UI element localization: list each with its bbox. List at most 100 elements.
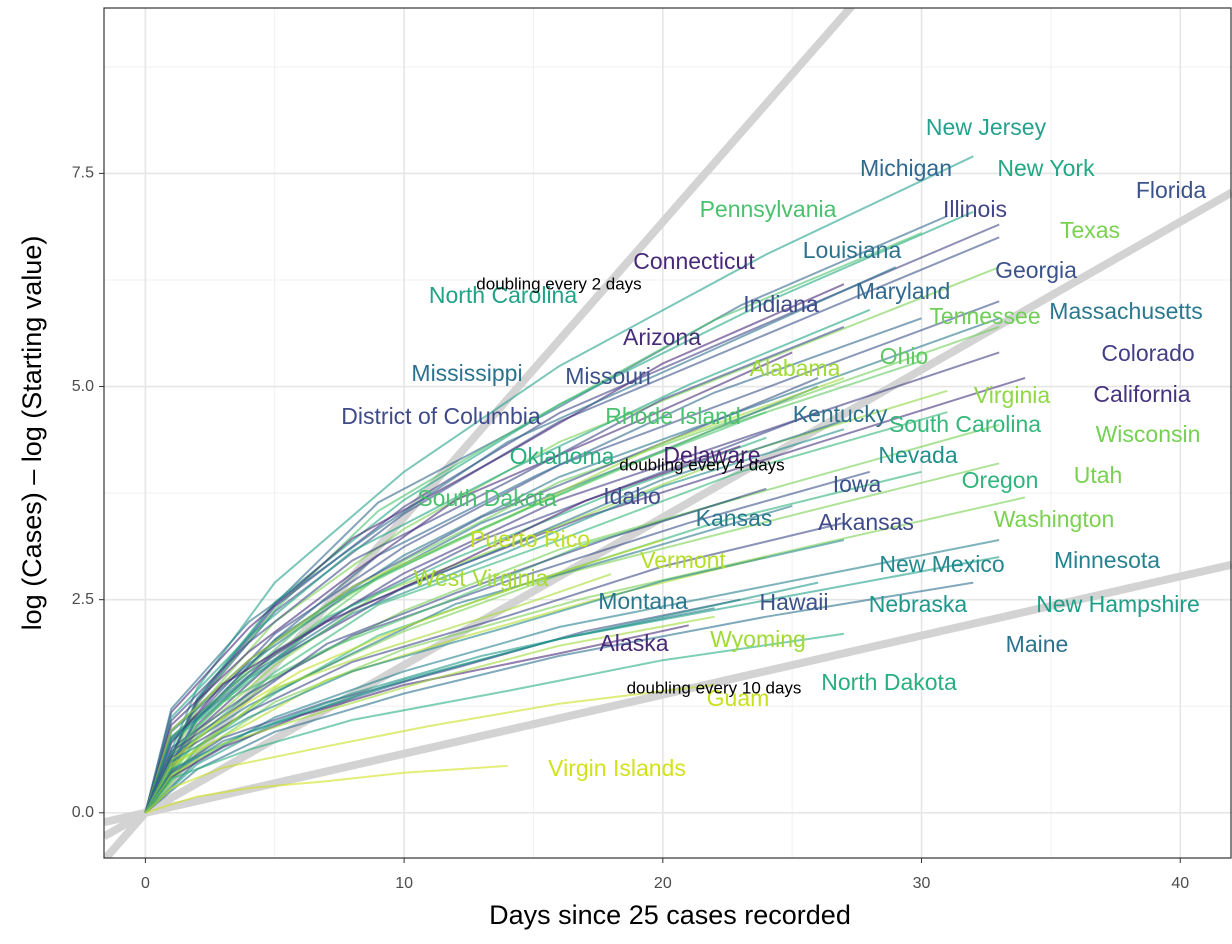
series-label: Colorado [1101,340,1194,366]
series-line [144,155,974,814]
x-tick-label: 0 [141,875,150,892]
y-tick-label: 5.0 [72,378,94,395]
series-label: Virginia [974,382,1050,408]
reference-label: doubling every 4 days [619,455,784,474]
series-line [144,539,1000,814]
series-label: Arkansas [818,509,914,535]
reference-line [104,560,1232,827]
series-line [144,615,715,814]
y-tick-label: 7.5 [72,165,94,182]
series-line [144,539,845,814]
reference-label: doubling every 10 days [627,678,802,697]
series-label: Mississippi [411,360,522,386]
x-tick-label: 30 [913,875,931,892]
series-line [144,504,793,814]
series-label: Rhode Island [605,403,741,429]
series-label: New Jersey [926,114,1047,140]
series-line [144,325,845,814]
series-line [144,351,793,814]
series-label: North Carolina [429,282,577,308]
axes: 0 10 20 30 40 0.0 2.5 5.0 7.5 [72,165,1190,893]
y-tick-label: 2.5 [72,591,94,608]
series-label: Texas [1060,217,1120,243]
series-label: Montana [598,588,688,614]
series-label: Massachusetts [1049,298,1202,324]
series-line [144,496,1026,814]
series-label: Indiana [743,291,819,317]
series-label: Guam [707,685,770,711]
series-line [144,428,845,814]
x-tick-label: 40 [1171,875,1189,892]
series-line [144,445,741,814]
series-label: New Hampshire [1036,591,1200,617]
series-line [144,411,948,814]
series-line [144,683,715,814]
x-axis-title: Days since 25 cases recorded [489,900,851,930]
series-label: Minnesota [1054,547,1160,573]
series-line [144,598,741,814]
series-label: Ohio [880,343,929,369]
series-label: Puerto Rico [470,526,590,552]
series-label: District of Columbia [341,403,541,429]
series-label: Oregon [962,467,1039,493]
series-label: Virgin Islands [548,755,686,781]
series-label: South Carolina [889,411,1041,437]
series-label: South Dakota [417,485,557,511]
series-label: Washington [994,506,1115,532]
reference-line [104,188,1232,840]
series-label: Kentucky [793,401,888,427]
series-label: California [1093,381,1190,407]
series-line [144,573,612,814]
panel-border [103,7,1232,859]
series-label: Florida [1136,177,1207,203]
series-line [144,632,845,814]
series-line [144,556,1000,814]
series-label: West Virginia [414,565,549,591]
series-label: Delaware [663,442,760,468]
series-label: Alaska [599,630,668,656]
series-label: Kansas [696,505,773,531]
series-line [144,581,819,814]
series-label: Utah [1074,462,1123,488]
series-label: Hawaii [759,589,828,615]
grid [104,8,1232,858]
series-label: Arizona [623,324,701,350]
series-line [144,266,897,814]
series-label: Louisiana [803,237,902,263]
series-label: Georgia [995,257,1077,283]
labels: New Jersey Michigan New York Florida Pennsyl… [341,114,1206,781]
series-label: Alabama [750,355,841,381]
reference-label: doubling every 2 days [476,274,641,293]
lines [144,155,1026,814]
series-label: Connecticut [633,248,755,274]
series-line [145,764,508,814]
series-label: Idaho [603,483,661,509]
series-line [144,308,871,814]
series-label: New York [997,155,1095,181]
series-label: Oklahoma [510,443,615,469]
series-line [144,210,974,814]
series-line [144,487,767,814]
series-line [144,377,845,814]
series-label: Tennessee [929,303,1040,329]
series-label: Michigan [860,155,952,181]
series-label: New Mexico [879,551,1004,577]
x-tick-label: 20 [654,875,672,892]
series-label: Pennsylvania [700,196,837,222]
series-line [144,411,767,814]
y-axis-title: log (Cases) – log (Starting value) [17,236,47,631]
plot-panel [104,8,1231,858]
series-label: Maryland [856,278,951,304]
series-label: Nebraska [869,591,968,617]
series-line [144,521,845,814]
y-tick-label: 0.0 [72,804,94,821]
series-label: Wisconsin [1096,421,1201,447]
series-label: Iowa [833,471,882,497]
series-label: Maine [1006,631,1069,657]
series-line [144,470,871,814]
series-label: Nevada [878,442,957,468]
series-label: Wyoming [710,626,806,652]
x-tick-label: 10 [395,875,413,892]
series-label: Vermont [640,547,726,573]
